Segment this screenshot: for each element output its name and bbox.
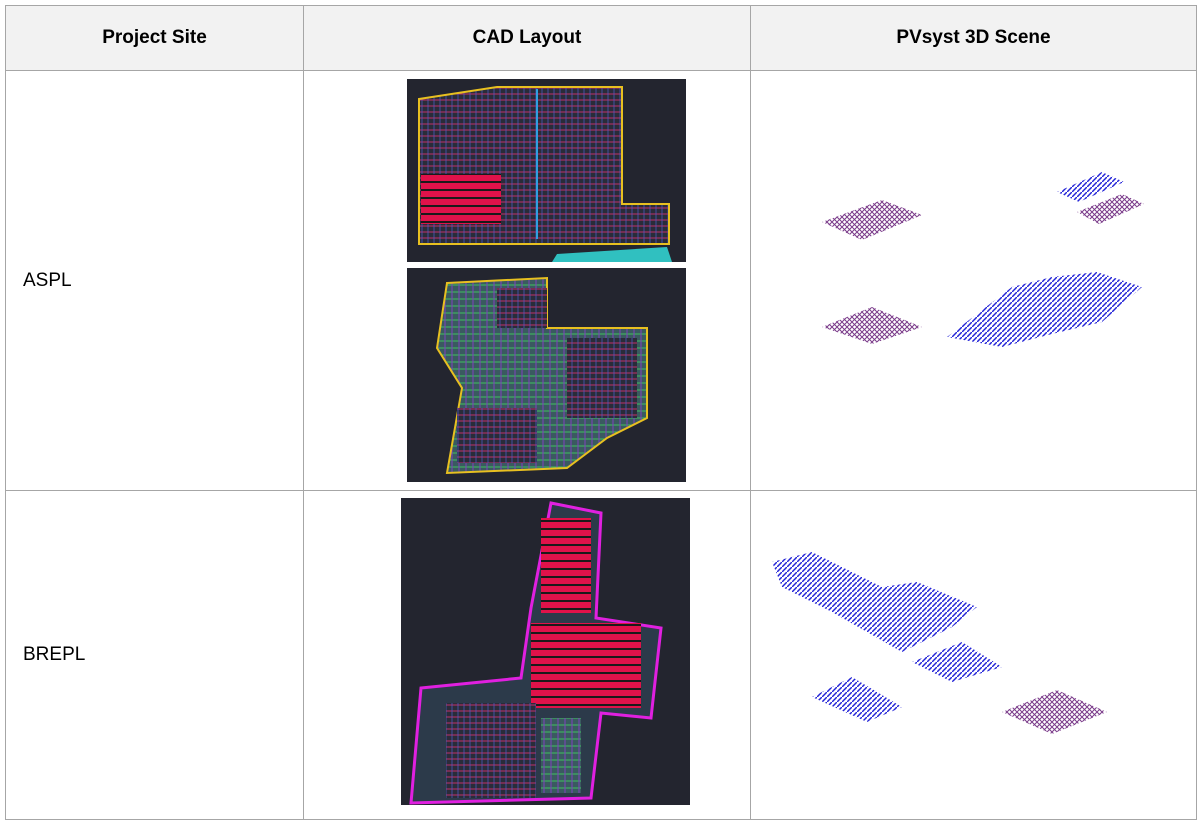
header-cell: Project Site (5, 5, 304, 71)
scene-image (772, 552, 1107, 734)
cad-image (401, 498, 690, 805)
scene-image (822, 172, 1144, 347)
header-cell: CAD Layout (303, 5, 751, 71)
site-cell: BREPL (5, 490, 304, 820)
site-cell: ASPL (5, 70, 304, 491)
cad-image (407, 268, 686, 482)
header-cell: PVsyst 3D Scene (750, 5, 1197, 71)
cad-image (407, 79, 686, 262)
